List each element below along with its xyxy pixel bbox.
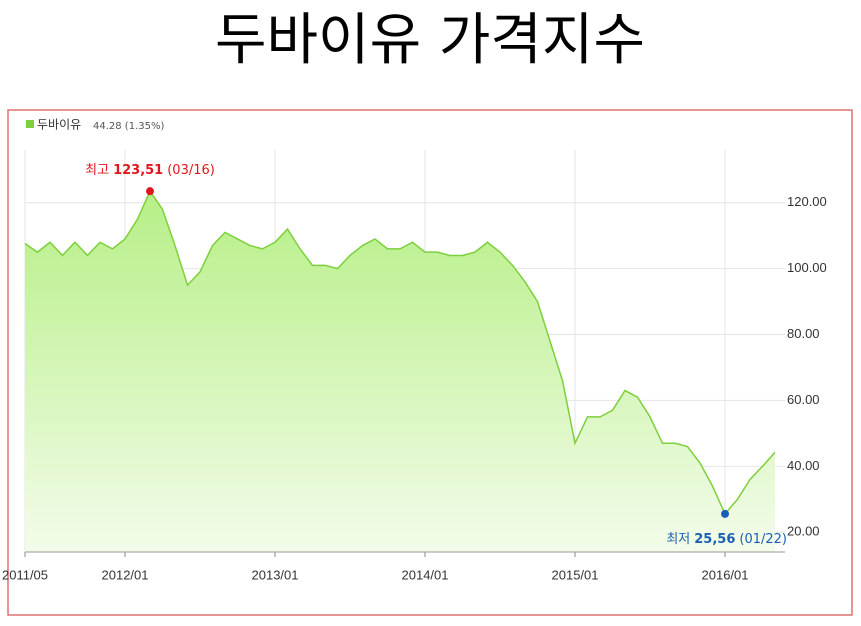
legend-value: 44.28 (1.35%) bbox=[93, 121, 164, 132]
annotation-label: 최고 bbox=[85, 163, 109, 178]
x-tick-label: 2016/01 bbox=[702, 567, 749, 582]
x-tick-label: 2012/01 bbox=[102, 567, 149, 582]
y-tick-label: 60.00 bbox=[787, 392, 820, 407]
extreme-marker bbox=[146, 187, 154, 196]
legend-label: 두바이유 bbox=[37, 118, 81, 132]
y-tick-label: 40.00 bbox=[787, 458, 820, 473]
annotation-value: 25,56 bbox=[694, 531, 735, 546]
legend: 두바이유 44.28 (1.35%) bbox=[26, 118, 164, 132]
annotation: 최저 25,56 (01/22) bbox=[666, 531, 787, 546]
annotation-date: (03/16) bbox=[167, 163, 215, 178]
legend-swatch bbox=[26, 120, 34, 128]
x-tick-label: 2011/05 bbox=[2, 567, 48, 582]
annotation-value: 123,51 bbox=[113, 163, 163, 178]
x-tick-label: 2015/01 bbox=[552, 567, 599, 582]
annotation-label: 최저 bbox=[666, 531, 690, 546]
chart-title: 두바이유 가격지수 bbox=[215, 8, 645, 73]
chart-frame bbox=[7, 109, 853, 616]
y-tick-label: 120.00 bbox=[787, 194, 827, 209]
y-tick-label: 20.00 bbox=[787, 524, 820, 539]
area bbox=[25, 191, 775, 552]
x-tick-label: 2013/01 bbox=[252, 567, 299, 582]
x-tick-label: 2014/01 bbox=[402, 567, 449, 582]
y-tick-label: 100.00 bbox=[787, 260, 827, 275]
extreme-marker bbox=[721, 509, 729, 518]
y-tick-label: 80.00 bbox=[787, 326, 820, 341]
annotation: 최고 123,51 (03/16) bbox=[85, 163, 215, 178]
annotation-date: (01/22) bbox=[739, 531, 787, 546]
